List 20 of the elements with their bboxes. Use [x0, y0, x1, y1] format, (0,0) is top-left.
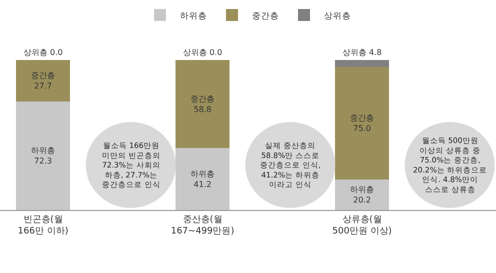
x-tick-label: 상류층(월 500만원 이상): [332, 214, 392, 236]
legend-label: 중간층: [252, 11, 279, 22]
data-label: 중간층 27.7: [31, 71, 56, 90]
data-label: 상위층 4.8: [342, 48, 382, 57]
bar: [175, 60, 230, 148]
x-tick-label: 빈곤층(월 166만 이하): [18, 214, 68, 236]
data-label: 하위층 72.3: [31, 146, 56, 166]
bar: [16, 60, 70, 102]
data-label: 하위층 20.2: [350, 185, 374, 205]
bar: [334, 60, 390, 68]
data-label: 하위층 41.2: [190, 169, 215, 189]
x-tick-label: 중산층(월 167~499만원): [170, 214, 234, 236]
data-label: 상위층 0.0: [23, 48, 63, 57]
bar: [334, 180, 390, 210]
data-label: 중간층 58.8: [190, 94, 215, 114]
data-label: 중간층 75.0: [350, 114, 374, 134]
legend-label: 상위층: [324, 11, 351, 22]
legend-label: 하위층: [180, 11, 207, 22]
data-label: 상위층 0.0: [182, 48, 222, 57]
bar: [16, 102, 70, 210]
